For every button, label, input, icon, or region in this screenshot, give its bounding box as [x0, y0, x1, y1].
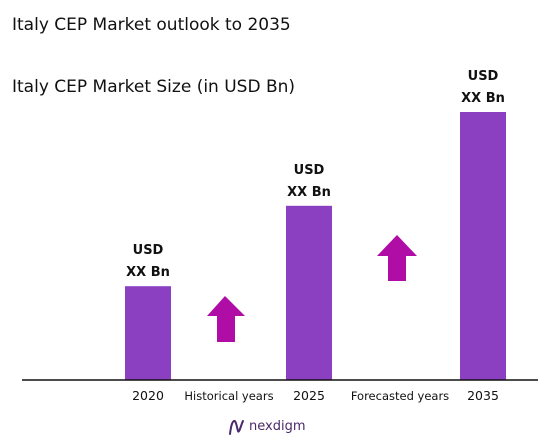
chart-title: Italy CEP Market outlook to 2035: [12, 15, 291, 35]
x-tick-label-2020: 2020: [132, 388, 164, 403]
x-tick-labels-group: 2020 2025 2035: [132, 388, 499, 403]
nexdigm-logo-icon: [229, 419, 244, 435]
bar-2035: [460, 112, 506, 380]
bars-group: [125, 112, 506, 380]
bar-2025: [286, 205, 332, 380]
x-tick-label-2035: 2035: [467, 388, 499, 403]
brand-name: nexdigm: [249, 419, 305, 434]
period-label-forecasted: Forecasted years: [351, 389, 449, 403]
value-labels-group: USD XX Bn USD XX Bn USD XX Bn: [126, 69, 505, 280]
period-label-historical: Historical years: [184, 389, 273, 403]
value-label-2035-line-1: USD: [468, 69, 499, 84]
growth-arrow-icon: [377, 235, 417, 281]
value-label-2020-line-1: USD: [133, 243, 164, 258]
value-label-2025-line-2: XX Bn: [287, 185, 331, 200]
growth-arrow-icon: [207, 296, 245, 342]
x-tick-label-2025: 2025: [293, 388, 325, 403]
value-label-2035-line-2: XX Bn: [461, 91, 505, 106]
value-label-2025-line-1: USD: [294, 163, 325, 178]
bar-2020: [125, 286, 171, 380]
chart-subtitle: Italy CEP Market Size (in USD Bn): [12, 77, 295, 97]
value-label-2020-line-2: XX Bn: [126, 265, 170, 280]
